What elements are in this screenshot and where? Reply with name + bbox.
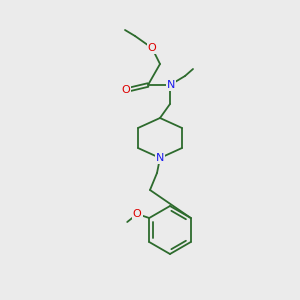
Text: O: O	[133, 209, 142, 219]
Text: O: O	[148, 43, 156, 53]
Text: N: N	[156, 153, 164, 163]
Text: N: N	[167, 80, 175, 90]
Text: O: O	[122, 85, 130, 95]
